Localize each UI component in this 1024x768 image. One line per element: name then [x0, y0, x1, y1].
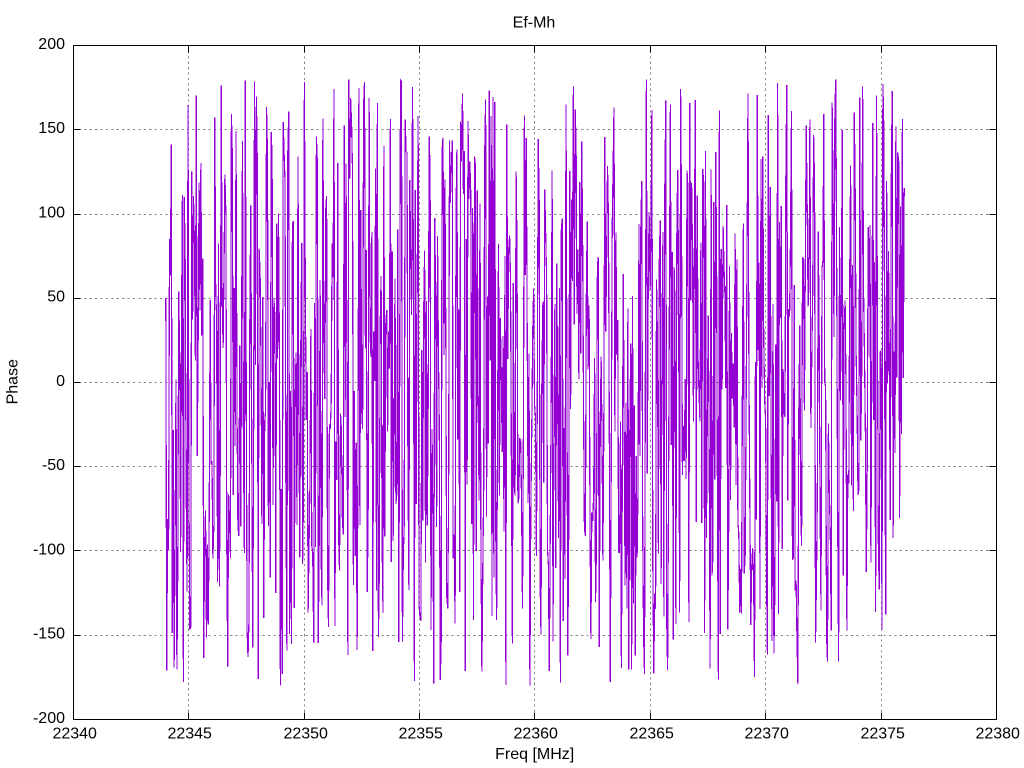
- svg-text:Phase: Phase: [5, 359, 22, 404]
- svg-text:150: 150: [38, 120, 65, 137]
- svg-text:22360: 22360: [513, 726, 558, 743]
- svg-text:-100: -100: [33, 541, 65, 558]
- svg-text:Freq [MHz]: Freq [MHz]: [495, 746, 574, 763]
- svg-text:-50: -50: [42, 457, 65, 474]
- svg-text:Ef-Mh: Ef-Mh: [513, 14, 556, 31]
- svg-text:100: 100: [38, 204, 65, 221]
- svg-text:22365: 22365: [629, 726, 674, 743]
- svg-text:22370: 22370: [744, 726, 789, 743]
- svg-text:0: 0: [56, 373, 65, 390]
- svg-text:22350: 22350: [283, 726, 328, 743]
- svg-text:-150: -150: [33, 626, 65, 643]
- svg-text:22340: 22340: [52, 726, 97, 743]
- svg-text:22345: 22345: [167, 726, 212, 743]
- svg-text:50: 50: [47, 289, 65, 306]
- svg-text:22355: 22355: [398, 726, 443, 743]
- svg-text:200: 200: [38, 36, 65, 53]
- svg-text:22380: 22380: [975, 726, 1020, 743]
- svg-text:22375: 22375: [860, 726, 905, 743]
- svg-text:-200: -200: [33, 710, 65, 727]
